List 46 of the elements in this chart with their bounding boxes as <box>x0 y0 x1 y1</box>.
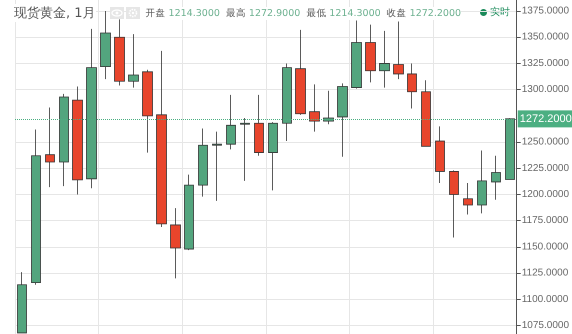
candlestick <box>17 272 27 334</box>
candlestick <box>393 21 404 80</box>
y-tick-label: 1150.0000 <box>522 241 569 252</box>
candlestick <box>491 155 501 200</box>
y-tick-label: 1325.0000 <box>522 58 570 69</box>
y-tick-label: 1300.0000 <box>522 84 570 96</box>
candlestick <box>421 80 431 147</box>
candlestick <box>268 122 278 191</box>
ref-line-label: 1272.2000 <box>520 112 572 125</box>
y-tick-label: 1350.0000 <box>522 32 570 43</box>
candlestick <box>309 84 320 132</box>
candlestick <box>170 208 181 279</box>
y-tick-label: 1225.0000 <box>522 162 570 174</box>
candlestick <box>351 20 362 90</box>
candlestick <box>435 126 445 184</box>
candlestick <box>142 69 153 153</box>
y-tick-label: 1375.0000 <box>522 6 570 17</box>
candlestick <box>365 24 376 83</box>
text: 现货黄金, 1月 <box>14 4 96 22</box>
candlestick <box>212 131 222 202</box>
annotation: 收盘 1272.2000 <box>386 8 462 18</box>
y-tick-label: 1075.0000 <box>522 320 570 332</box>
y-tick-label: 1100.0000 <box>522 294 569 305</box>
y-tick-label: 1175.0000 <box>522 215 569 226</box>
annotation: 开盘 1214.3000 <box>146 8 220 18</box>
candlestick <box>156 50 167 228</box>
candlestick <box>198 128 208 198</box>
candlestick <box>184 174 194 251</box>
candlestick <box>45 107 55 188</box>
candlestick <box>449 170 459 238</box>
candlestick <box>100 10 111 80</box>
candlestick <box>254 94 264 156</box>
y-tick-label: 1250.0000 <box>522 136 570 148</box>
candlestick <box>31 129 41 286</box>
candlestick <box>72 86 83 195</box>
y-tick-label: 1200.0000 <box>522 189 570 200</box>
candlestick <box>477 150 487 214</box>
annotation: 最高 1272.9000 <box>226 8 300 18</box>
annotation: 最低 1214.3000 <box>306 8 381 18</box>
candlestick <box>407 63 417 109</box>
candlestick <box>463 182 473 215</box>
y-tick-label: 1125.0000 <box>522 268 569 279</box>
candlestick <box>295 29 306 116</box>
candlestick <box>114 19 125 86</box>
candlestick <box>128 34 139 88</box>
candlestick <box>379 30 390 88</box>
